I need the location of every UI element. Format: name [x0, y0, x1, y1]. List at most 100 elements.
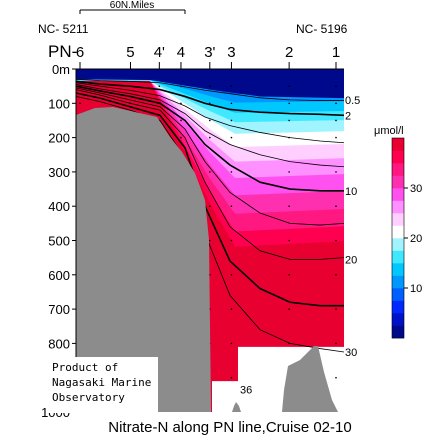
sample-point: [129, 102, 132, 105]
colorbar-unit: μmol/l: [374, 125, 404, 137]
contour-label: 30: [345, 347, 357, 359]
sample-point: [230, 239, 233, 242]
no-data-region: [212, 381, 238, 412]
sample-point: [230, 136, 233, 139]
colorbar-segment: [392, 313, 404, 326]
contour-line: [76, 78, 344, 101]
y-tick-label: 300: [48, 165, 70, 180]
sample-point: [335, 85, 337, 87]
sample-point: [209, 239, 211, 242]
sample-point: [180, 119, 182, 122]
plot-area: [76, 69, 344, 412]
sample-point: [230, 308, 233, 310]
station-label: 1: [332, 44, 340, 61]
scale-bar-label: 60N.Miles: [110, 0, 154, 11]
sample-point: [79, 102, 81, 105]
station-prefix: PN-: [48, 42, 77, 61]
y-tick-label: 700: [48, 302, 70, 317]
sample-point: [288, 171, 290, 173]
sample-point: [209, 205, 211, 207]
station-label: 3: [227, 44, 235, 61]
colorbar-segment: [392, 275, 404, 289]
sample-point: [230, 119, 233, 122]
colorbar-segment: [392, 175, 404, 189]
colorbar-segment: [392, 163, 404, 176]
credit-line-2: Nagasaki Marine: [52, 376, 151, 389]
station-label: 4': [154, 44, 165, 61]
sample-point: [335, 239, 337, 242]
colorbar-tick-label: 30: [410, 183, 422, 195]
colorbar-segment: [392, 300, 404, 314]
sample-point: [230, 342, 233, 345]
sample-point: [288, 274, 290, 276]
ship-label-left: NC- 5211: [38, 22, 89, 36]
sample-point: [335, 274, 337, 276]
sample-point: [230, 102, 233, 105]
colorbar-segment: [392, 188, 404, 201]
station-label: 5: [126, 44, 134, 61]
nitrate-band-surface: [76, 69, 344, 99]
chart-title: Nitrate-N along PN line,Cruise 02-10: [108, 419, 351, 436]
contour-line: [76, 84, 344, 168]
y-tick-label: 600: [48, 268, 70, 283]
sample-point: [230, 376, 233, 379]
colorbar-segment: [392, 250, 404, 264]
sample-point: [335, 136, 337, 139]
sample-point: [335, 171, 337, 173]
sample-point: [335, 119, 337, 122]
y-tick-label: 100: [48, 96, 70, 111]
colorbar-segment: [392, 263, 404, 276]
sample-point: [180, 102, 182, 105]
sample-point: [335, 376, 337, 379]
sample-point: [209, 119, 211, 122]
credit-line-1: Product of: [52, 361, 118, 374]
sample-point: [335, 102, 337, 105]
seafloor-topography: [76, 107, 211, 412]
sample-point: [288, 102, 290, 105]
sample-point: [288, 119, 290, 122]
ship-label-right: NC- 5196: [296, 22, 348, 36]
sample-point: [288, 308, 290, 310]
colorbar-segment: [392, 225, 404, 239]
credit-box-frame: [46, 357, 158, 413]
sample-point: [129, 85, 132, 87]
sample-point: [230, 171, 233, 173]
sample-point: [288, 239, 290, 242]
contour-labels: 0.5 2 10 20 30 36: [240, 95, 360, 397]
contour-label: 36: [240, 385, 252, 397]
sample-point: [180, 85, 182, 87]
colorbar-tick-label: 20: [410, 233, 422, 245]
chart-header: 60N.Miles NC- 5211 NC- 5196 PN- 6 5 4' 4 3' 3…: [38, 0, 348, 69]
contour-line: [76, 82, 344, 144]
contour-label: 10: [345, 186, 357, 198]
station-label: 3': [204, 44, 215, 61]
contour-line: [76, 80, 344, 117]
station-labels: 6 5 4' 4 3' 3 2 1: [76, 44, 340, 69]
colorbar-segment: [392, 138, 404, 151]
seafloor-ridge-small: [232, 402, 241, 412]
contour-label: 0.5: [345, 95, 360, 107]
y-tick-label: 800: [48, 336, 70, 351]
y-tick-label: 0m: [52, 62, 70, 77]
credit-box: Product of Nagasaki Marine Observatory: [46, 357, 158, 413]
colorbar: μmol/l 10 20 30: [374, 125, 422, 339]
y-tick-label: 400: [48, 199, 70, 214]
sample-point: [335, 342, 337, 345]
colorbar-segment: [392, 325, 404, 339]
sample-point: [209, 171, 211, 173]
colorbar-segment: [392, 238, 404, 251]
seafloor-ridge-right: [282, 346, 338, 412]
colorbar-segment: [392, 200, 404, 214]
colorbar-tick-label: 10: [410, 283, 422, 295]
colorbar-segment: [392, 150, 404, 164]
contour-line: [76, 85, 344, 192]
contour-label: 20: [345, 254, 357, 266]
y-tick-label: 200: [48, 131, 70, 146]
sample-point: [288, 85, 290, 87]
contour-line: [76, 87, 344, 226]
sample-point: [79, 85, 81, 87]
credit-line-3: Observatory: [52, 391, 125, 404]
sample-point: [158, 102, 161, 105]
y-tick-label: 500: [48, 234, 70, 249]
